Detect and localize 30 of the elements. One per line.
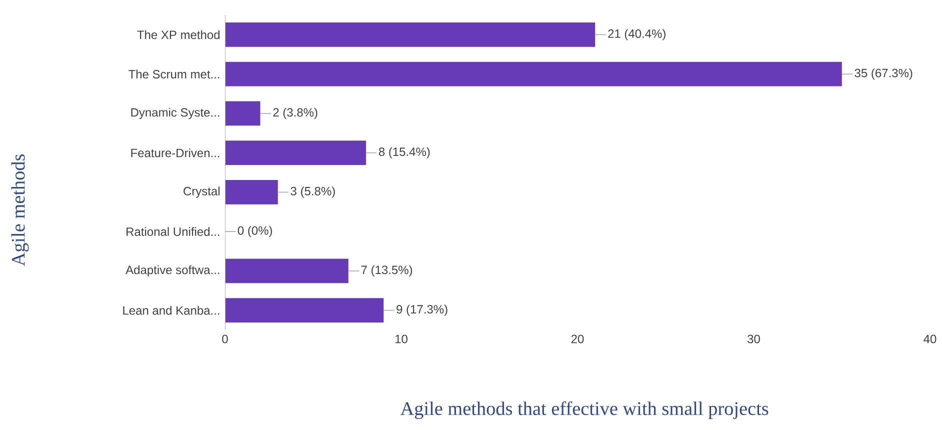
data-label: 3 (5.8%) — [290, 186, 335, 198]
bar — [225, 258, 348, 284]
x-tick-label: 0 — [222, 334, 228, 344]
y-tick-label: Adaptive softwa... — [126, 265, 220, 277]
bar — [225, 62, 842, 86]
x-axis-title: Agile methods that effective with small projects — [400, 401, 768, 420]
y-tick-label: Crystal — [184, 186, 220, 198]
bar — [225, 22, 596, 47]
bar — [225, 101, 260, 126]
x-tick-label: 10 — [396, 334, 408, 344]
y-axis-title: Agile methods — [11, 154, 29, 266]
y-tick-label: Feature-Driven... — [131, 148, 220, 158]
data-label: 7 (13.5%) — [361, 265, 412, 277]
data-label: 0 (0%) — [238, 226, 272, 238]
bar — [225, 140, 366, 166]
y-tick-label: Rational Unified... — [126, 227, 220, 236]
bar — [225, 298, 384, 323]
bar — [225, 180, 278, 204]
x-tick-label: 30 — [748, 334, 760, 344]
y-tick-label: The XP method — [137, 30, 220, 40]
y-tick-label: Lean and Kanba... — [123, 306, 220, 315]
x-tick-label: 20 — [571, 334, 584, 344]
data-label: 9 (17.3%) — [396, 304, 448, 316]
y-tick-label: Dynamic Syste... — [131, 108, 220, 120]
data-label: 35 (67.3%) — [854, 68, 912, 80]
data-label: 2 (3.8%) — [273, 108, 318, 120]
data-label: 8 (15.4%) — [378, 147, 430, 158]
y-tick-label: The Scrum met... — [128, 70, 220, 78]
data-label: 21 (40.4%) — [608, 29, 666, 40]
x-tick-label: 40 — [924, 334, 936, 344]
